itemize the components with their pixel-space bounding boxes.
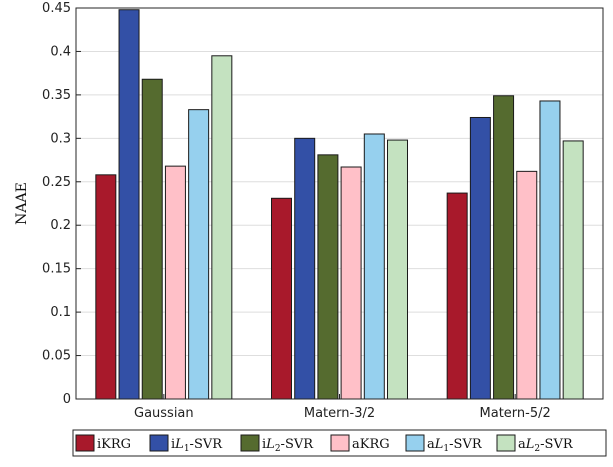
legend-item-label: aL1-SVR [427,437,483,454]
x-tick-label: Matern-3/2 [304,406,375,421]
y-tick-label: 0.3 [50,131,71,146]
y-tick-label: 0.35 [42,88,71,103]
bar [188,109,210,400]
bar [95,174,117,400]
bar [317,154,339,400]
bar [516,170,538,400]
x-tick-label: Matern-5/2 [480,406,551,421]
legend-item-label: iL1-SVR [171,437,223,454]
legend-swatch [330,434,350,452]
bar [562,140,584,400]
legend-item-label: aKRG [352,437,390,452]
bar [164,165,186,400]
bar [363,133,385,400]
y-axis: 0 0.05 0.1 0.15 0.2 0.25 0.3 0.35 0.4 0.45 [42,1,81,407]
y-tick-label: 0.05 [42,349,71,364]
legend-swatch [405,434,425,452]
bar [387,139,408,400]
bar [469,116,491,400]
bars [95,9,584,400]
bar [493,95,515,400]
bar [271,197,292,400]
legend-swatch [240,434,260,452]
bar [211,55,233,400]
legend-item-label: iKRG [97,437,131,452]
y-tick-label: 0.25 [42,175,71,190]
y-tick-label: 0.1 [50,305,71,320]
legend-item-label: iL2-SVR [262,437,314,454]
y-tick-label: 0.4 [50,44,71,59]
bar [340,166,362,400]
legend[interactable]: iKRG iL1-SVR iL2-SVR aKRG aL1-SVR aL2-SVR [72,429,607,457]
bar [446,192,468,400]
bar [294,137,316,400]
legend-swatch [496,434,516,452]
y-axis-label: NAAE [14,182,30,225]
x-axis: Gaussian Matern-3/2 Matern-5/2 [134,394,551,421]
legend-swatch [75,434,95,452]
legend-swatch [149,434,169,452]
bar [539,100,561,400]
bar [141,78,163,400]
x-tick-label: Gaussian [134,406,194,421]
y-tick-label: 0.15 [42,262,71,277]
bar [118,9,140,400]
legend-item-label: aL2-SVR [518,437,574,454]
y-tick-label: 0 [63,392,71,407]
y-tick-label: 0.2 [50,218,71,233]
y-tick-label: 0.45 [42,1,71,16]
